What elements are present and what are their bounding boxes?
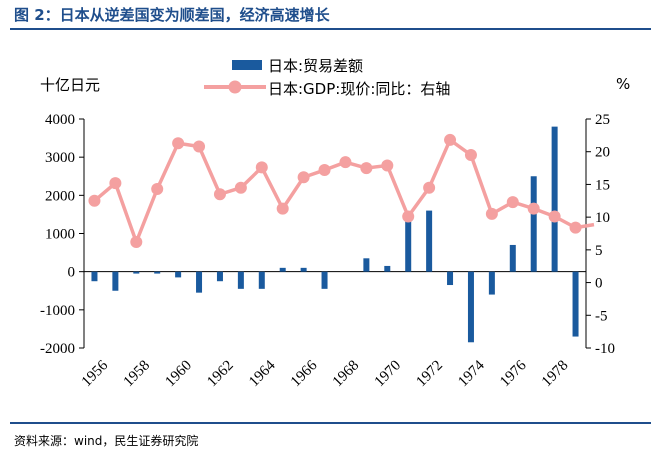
right-tick-label: 5 bbox=[595, 243, 603, 259]
left-tick-label: -1000 bbox=[40, 303, 75, 319]
gdp-growth-point bbox=[548, 210, 561, 223]
gdp-growth-point bbox=[213, 188, 226, 201]
trade-balance-bar bbox=[426, 210, 433, 272]
trade-balance-bar bbox=[196, 271, 203, 293]
gdp-growth-point bbox=[527, 202, 540, 215]
trade-balance-bar bbox=[175, 271, 182, 278]
x-tick-label: 1966 bbox=[288, 357, 321, 390]
trade-balance-bar bbox=[467, 271, 474, 343]
x-tick-label: 1958 bbox=[121, 358, 154, 391]
gdp-growth-point bbox=[88, 194, 101, 207]
x-tick-label: 1960 bbox=[162, 358, 195, 391]
x-tick-label: 1972 bbox=[413, 358, 446, 391]
gdp-growth-point bbox=[464, 148, 477, 161]
right-tick-label: -5 bbox=[595, 308, 608, 324]
gdp-growth-point bbox=[339, 156, 352, 169]
trade-balance-bar bbox=[91, 271, 98, 282]
tick-labels: -2000 -1000 0 1000 2000 3000 4000 -10 -5 0 5 10 15 20… bbox=[40, 112, 615, 390]
gdp-growth-point bbox=[297, 171, 310, 184]
right-tick-label: 10 bbox=[595, 210, 610, 226]
gdp-growth-point bbox=[255, 161, 268, 174]
right-tick-label: -10 bbox=[595, 341, 615, 357]
trade-balance-bar bbox=[216, 271, 223, 282]
gdp-growth-point bbox=[569, 221, 582, 234]
trade-balance-bar bbox=[447, 271, 454, 286]
trade-balance-bar bbox=[237, 271, 244, 289]
trade-balance-bar bbox=[530, 176, 537, 272]
x-tick-label: 1974 bbox=[455, 357, 488, 390]
gdp-growth-point bbox=[109, 177, 122, 190]
axes bbox=[79, 118, 591, 349]
trade-balance-bar bbox=[384, 265, 391, 272]
trade-balance-bar bbox=[488, 271, 495, 295]
right-axis-unit: % bbox=[616, 75, 630, 93]
gdp-growth-point bbox=[234, 181, 247, 194]
right-tick-label: 0 bbox=[595, 276, 603, 292]
left-tick-label: -2000 bbox=[40, 341, 75, 357]
trade-balance-bar bbox=[405, 218, 412, 272]
trade-balance-bar bbox=[509, 244, 516, 272]
gdp-growth-point bbox=[485, 207, 498, 220]
left-tick-label: 3000 bbox=[45, 150, 75, 166]
trade-balance-bar bbox=[112, 271, 119, 291]
left-axis-unit: 十亿日元 bbox=[40, 76, 100, 94]
right-tick-label: 15 bbox=[595, 177, 610, 193]
x-tick-label: 1976 bbox=[497, 357, 530, 390]
legend-line-label: 日本:GDP:现价:同比：右轴 bbox=[268, 80, 450, 98]
bars bbox=[91, 126, 579, 343]
trade-balance-bar bbox=[154, 271, 161, 274]
gdp-growth-point bbox=[151, 183, 164, 196]
left-tick-label: 0 bbox=[68, 265, 76, 281]
gdp-growth-line bbox=[93, 138, 577, 244]
gdp-growth-point bbox=[360, 162, 373, 175]
x-tick-label: 1970 bbox=[372, 358, 405, 391]
gdp-growth-point bbox=[318, 164, 331, 177]
footer-divider bbox=[10, 422, 651, 424]
x-tick-label: 1968 bbox=[330, 358, 363, 391]
left-tick-label: 2000 bbox=[45, 188, 75, 204]
trade-balance-bar bbox=[363, 258, 370, 272]
gdp-growth-point bbox=[276, 202, 289, 215]
gdp-growth-point bbox=[506, 196, 519, 209]
trade-balance-bar bbox=[321, 271, 328, 289]
x-tick-label: 1978 bbox=[539, 358, 572, 391]
gdp-growth-point bbox=[444, 133, 457, 146]
x-tick-label: 1964 bbox=[246, 357, 279, 390]
right-tick-label: 25 bbox=[595, 112, 610, 128]
left-tick-label: 1000 bbox=[45, 227, 75, 243]
x-tick-label: 1962 bbox=[204, 358, 237, 391]
gdp-growth-point bbox=[130, 236, 143, 249]
trade-balance-bar bbox=[279, 267, 286, 272]
gdp-growth-point bbox=[381, 159, 394, 172]
x-tick-label: 1956 bbox=[79, 357, 112, 390]
trade-balance-bar bbox=[551, 126, 558, 272]
gdp-growth-point bbox=[193, 140, 206, 153]
trade-balance-bar bbox=[133, 271, 140, 274]
right-tick-label: 20 bbox=[595, 145, 610, 161]
chart-title: 图 2：日本从逆差国变为顺差国，经济高速增长 bbox=[14, 6, 330, 24]
trade-balance-bar bbox=[258, 271, 265, 289]
legend-bar-label: 日本:贸易差额 bbox=[268, 57, 363, 75]
growth-line bbox=[88, 133, 595, 249]
gdp-growth-point bbox=[402, 210, 415, 223]
source-note: 资料来源：wind，民生证券研究院 bbox=[14, 434, 199, 448]
gdp-growth-point bbox=[423, 181, 436, 194]
trade-balance-bar bbox=[572, 271, 579, 337]
legend: 日本:贸易差额 日本:GDP:现价:同比：右轴 bbox=[204, 57, 450, 98]
left-tick-label: 4000 bbox=[45, 112, 75, 128]
legend-line-marker bbox=[228, 80, 242, 94]
title-divider bbox=[10, 28, 651, 30]
gdp-growth-point bbox=[172, 137, 185, 150]
legend-bar-swatch bbox=[232, 60, 262, 70]
trade-balance-bar bbox=[300, 267, 307, 272]
